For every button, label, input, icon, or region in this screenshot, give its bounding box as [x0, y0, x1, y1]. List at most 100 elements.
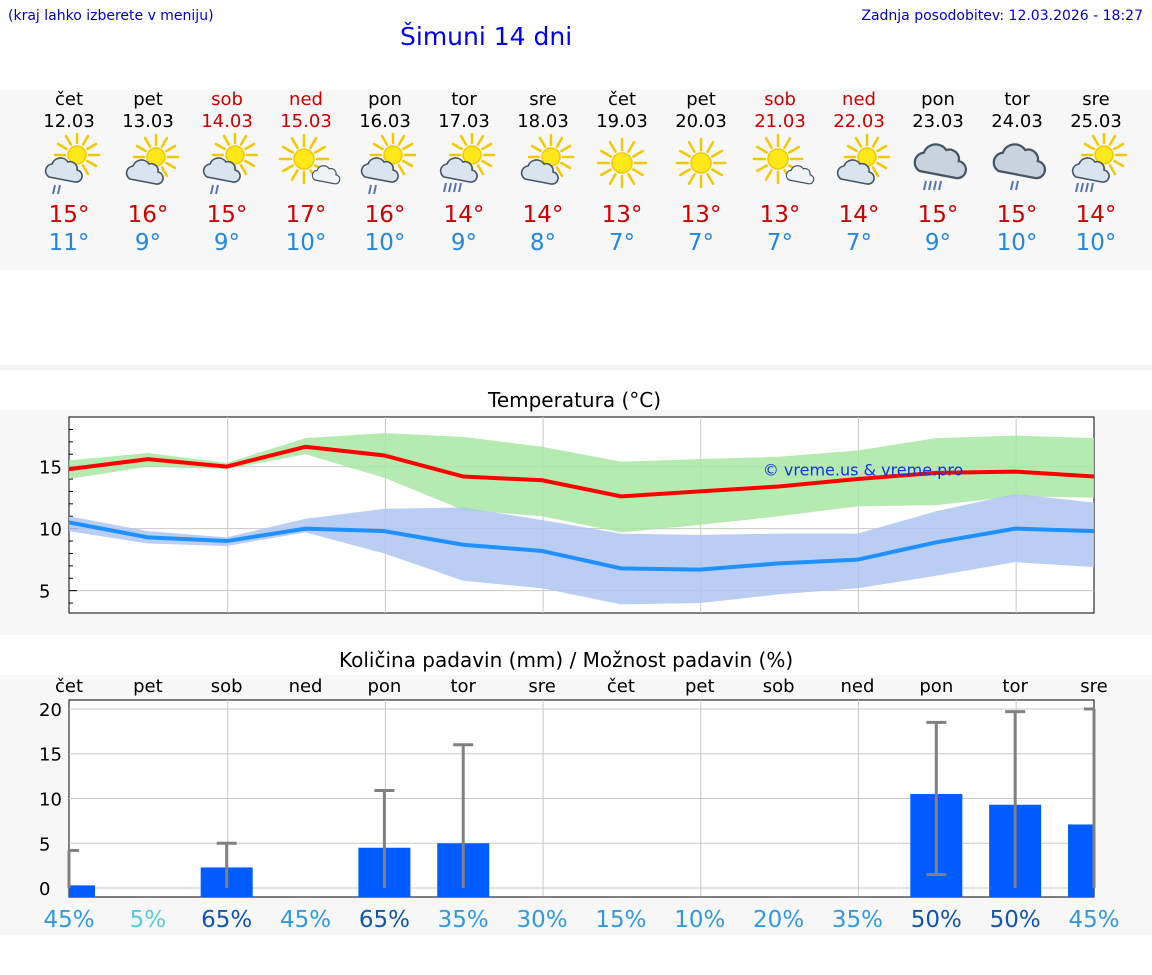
- x-category-label: sre: [1080, 676, 1107, 697]
- x-category-label: tor: [1002, 676, 1028, 697]
- max-temperature: 16°: [127, 202, 169, 228]
- min-temperature: 7°: [687, 230, 715, 256]
- region-hint: (kraj lahko izberete v meniju): [8, 8, 214, 24]
- max-temperature: 16°: [364, 202, 406, 228]
- error-bar: [1084, 707, 1096, 889]
- day-date: 17.03: [438, 111, 490, 132]
- day-column: pon 16.03 16° 10°: [345, 89, 425, 257]
- precipitation-probability: 50%: [990, 907, 1041, 933]
- day-column: ned 15.03 17° 10°: [266, 89, 346, 257]
- precipitation-bar: [69, 885, 95, 897]
- x-category-label: pet: [133, 676, 163, 697]
- precipitation-probability: 10%: [674, 907, 725, 933]
- precipitation-probability: 45%: [43, 907, 94, 933]
- day-name: pet: [133, 89, 163, 110]
- y-tick-label: 10: [39, 520, 62, 541]
- day-date: 21.03: [754, 111, 806, 132]
- min-temperature: 9°: [450, 230, 478, 256]
- max-temperature: 17°: [285, 202, 327, 228]
- day-name: sre: [529, 89, 557, 110]
- precipitation-probability: 5%: [130, 907, 167, 933]
- x-category-label: sob: [763, 676, 795, 697]
- x-category-label: čet: [607, 676, 635, 697]
- day-name: tor: [451, 89, 477, 110]
- x-category-label: tor: [450, 676, 476, 697]
- day-column: tor 24.03 15° 10°: [977, 89, 1057, 257]
- day-name: čet: [54, 89, 84, 110]
- error-bar: [926, 720, 947, 877]
- sun-cloud-icon: [503, 133, 583, 201]
- watermark: © vreme.us & vreme.pro: [763, 460, 964, 479]
- day-column: sre 18.03 14° 8°: [503, 89, 583, 257]
- precipitation-probability: 50%: [911, 907, 962, 933]
- y-tick-label: 10: [39, 790, 62, 811]
- day-date: 16.03: [359, 111, 411, 132]
- day-column: tor 17.03 14° 9°: [424, 89, 504, 257]
- sun-icon: [582, 133, 662, 201]
- day-name: pon: [921, 89, 955, 110]
- max-temperature: 14°: [838, 202, 880, 228]
- max-temperature: 13°: [759, 202, 801, 228]
- min-temperature: 7°: [608, 230, 636, 256]
- max-temperature: 13°: [680, 202, 722, 228]
- min-temperature: 9°: [134, 230, 162, 256]
- max-temperature: 14°: [1075, 202, 1117, 228]
- min-temperature: 10°: [996, 230, 1038, 256]
- x-category-label: pon: [919, 676, 953, 697]
- x-category-label: čet: [55, 676, 83, 697]
- day-column: sre 25.03 14° 10°: [1056, 89, 1136, 257]
- forecast-strip: [0, 90, 1152, 270]
- sun-cloud-heavy-rain-icon: [424, 131, 504, 201]
- precipitation-probability: 65%: [201, 907, 252, 933]
- precipitation-probability: 35%: [832, 907, 883, 933]
- x-category-label: ned: [289, 676, 323, 697]
- y-tick-label: 15: [39, 458, 62, 479]
- max-temperature: 15°: [48, 202, 90, 228]
- max-temperature-range-band: [69, 433, 1094, 533]
- sun-cloud-rain-icon: [345, 131, 425, 201]
- min-temperature: 9°: [924, 230, 952, 256]
- sun-cloud-heavy-rain-icon: [1056, 131, 1136, 201]
- precipitation-bar: [1068, 824, 1094, 897]
- error-bar: [453, 743, 474, 889]
- precipitation-probability: 45%: [1068, 907, 1119, 933]
- day-date: 20.03: [675, 111, 727, 132]
- max-temperature: 13°: [601, 202, 643, 228]
- sun-cloud-rain-icon: [29, 131, 109, 201]
- x-category-label: sre: [528, 676, 555, 697]
- day-name: ned: [289, 89, 323, 110]
- day-date: 25.03: [1070, 111, 1122, 132]
- max-temperature: 15°: [917, 202, 959, 228]
- day-column: čet 12.03 15° 11°: [29, 89, 109, 257]
- sun-small-cloud-icon: [740, 133, 820, 201]
- precipitation-probability: 30%: [517, 907, 568, 933]
- day-name: sre: [1082, 89, 1110, 110]
- day-column: sob 21.03 13° 7°: [740, 89, 820, 257]
- min-temperature: 7°: [845, 230, 873, 256]
- day-column: ned 22.03 14° 7°: [819, 89, 899, 257]
- min-temperature: 10°: [1075, 230, 1117, 256]
- x-category-label: pet: [685, 676, 715, 697]
- precipitation-chart: 0 5 10 15 20 čet pet sob ned pon tor sre čet pet sob ne…: [39, 676, 1120, 933]
- day-date: 15.03: [280, 111, 332, 132]
- precipitation-probability: 65%: [359, 907, 410, 933]
- y-tick-label: 5: [39, 582, 50, 603]
- day-name: čet: [607, 89, 637, 110]
- max-temperature: 14°: [443, 202, 485, 228]
- x-category-label: pon: [367, 676, 401, 697]
- day-date: 13.03: [122, 111, 174, 132]
- day-date: 18.03: [517, 111, 569, 132]
- min-temperature: 11°: [48, 230, 90, 256]
- min-temperature-range-band: [69, 493, 1094, 605]
- cloud-rain-light-icon: [977, 133, 1057, 201]
- day-date: 22.03: [833, 111, 885, 132]
- max-temperature-line: [68, 444, 1095, 499]
- day-name: tor: [1004, 89, 1030, 110]
- precipitation-probability: 45%: [280, 907, 331, 933]
- temperature-chart-title: Temperatura (°C): [488, 388, 662, 412]
- precipitation-probability: 15%: [595, 907, 646, 933]
- divider: [0, 365, 1152, 370]
- sun-small-cloud-icon: [266, 133, 346, 201]
- day-date: 24.03: [991, 111, 1043, 132]
- x-category-label: sob: [211, 676, 243, 697]
